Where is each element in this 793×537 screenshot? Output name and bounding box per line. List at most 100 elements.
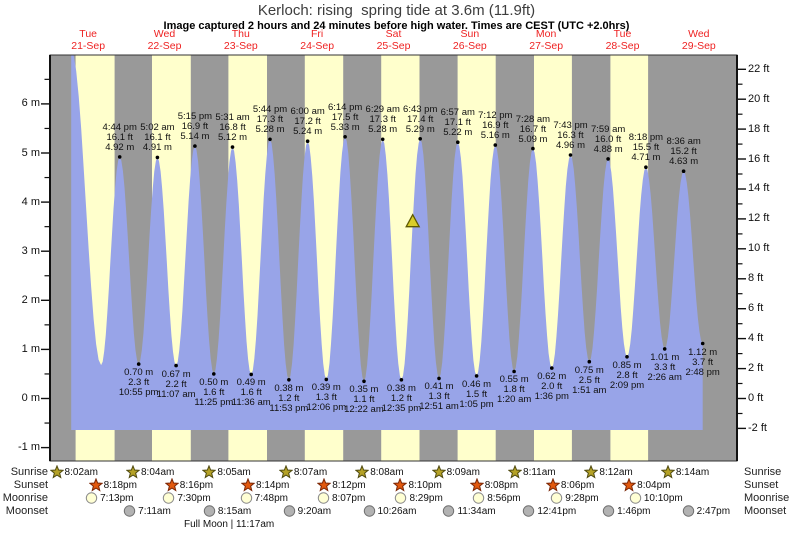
y-axis-label-right: 22 ft [748,62,770,75]
moonset-entry: 10:26am [363,504,416,518]
sunrise-entry: 8:04am [125,465,174,479]
moonset-row-label-right: Moonset [744,505,787,517]
low-tide-label: 0.39 m 1.3 ft 12:06 pm [306,382,347,414]
sunrise-entry: 8:14am [660,465,709,479]
moonrise-entry: 8:29pm [394,491,443,505]
moonrise-circle-icon [395,492,407,504]
day-label: Mon 27-Sep [529,28,564,52]
moonset-circle-icon [523,505,535,517]
low-tide-label: 0.38 m 1.2 ft 12:35 pm [381,382,422,414]
moonset-entry: 2:47pm [682,504,730,518]
moonrise-entry: 10:10pm [629,491,683,505]
low-tide-label: 0.38 m 1.2 ft 11:53 pm [269,382,309,414]
sunset-entry: 8:18pm [88,478,137,492]
moonset-circle-icon [602,505,615,517]
moonrise-entry: 7:30pm [162,491,211,505]
y-axis-label-left: 5 m [21,146,40,159]
low-tide-label: 0.62 m 2.0 ft 1:36 pm [534,371,569,403]
moonset-entry: 11:34am [442,504,496,518]
sunset-row-label-right: Sunset [744,479,779,491]
sunset-entry: 8:08pm [469,478,518,492]
sunrise-star-icon [202,465,217,479]
moonset-row-label-left: Moonset [5,505,48,517]
high-tide-label: 7:43 pm 16.3 ft 4.96 m [553,119,588,151]
capture-note: Image captured 2 hours and 24 minutes be… [163,20,630,32]
sunrise-entry: 8:08am [355,465,404,479]
sunset-star-icon [241,478,256,492]
low-tide-label: 0.55 m 1.8 ft 1:20 am [496,374,532,406]
sunset-star-icon [88,478,103,492]
sunset-entry: 8:04pm [622,478,671,492]
y-axis-label-right: 18 ft [748,122,770,135]
low-tide-label: 0.85 m 2.8 ft 2:09 pm [609,359,645,391]
y-axis-label-right: -2 ft [748,421,767,434]
day-label: Wed 29-Sep [681,28,716,52]
y-axis-label-left: 2 m [21,293,40,306]
y-axis-label-right: 4 ft [748,332,764,345]
y-axis-label-right: 14 ft [748,182,770,195]
low-tide-label: 0.50 m 1.6 ft 11:25 pm [194,376,234,408]
moonset-entry: 9:20am [283,504,331,518]
moonrise-entry: 7:48pm [240,491,288,505]
high-tide-label: 6:00 am 17.2 ft 5.24 m [290,106,325,138]
moonrise-entry: 7:13pm [85,491,133,505]
sunset-entry: 8:10pm [393,478,442,492]
high-tide-label: 5:15 pm 16.9 ft 5.14 m [177,111,213,143]
moonrise-circle-icon [629,492,642,504]
low-tide-label: 0.67 m 2.2 ft 11:07 am [156,368,196,400]
moonrise-circle-icon [473,492,485,504]
moonrise-entry: 9:28pm [550,491,599,505]
moonrise-row-label-right: Moonrise [744,492,790,504]
high-tide-label: 6:29 am 17.3 ft 5.28 m [365,104,400,136]
low-tide-label: 0.75 m 2.5 ft 1:51 am [572,364,607,396]
high-tide-label: 6:57 am 17.1 ft 5.22 m [440,107,475,139]
sunrise-star-icon [278,465,293,479]
sunrise-row-label-right: Sunrise [744,466,782,478]
moonset-entry: 1:46pm [602,504,650,518]
sunset-entry: 8:12pm [317,478,366,492]
high-tide-label: 5:31 am 16.8 ft 5.12 m [215,112,250,144]
sunrise-entry: 8:07am [278,465,327,479]
y-axis-label-right: 20 ft [748,92,770,105]
moonrise-entry: 8:56pm [472,491,521,505]
sunset-entry: 8:06pm [545,478,594,492]
sunrise-entry: 8:05am [202,465,251,479]
sunrise-star-icon [508,465,523,479]
moonset-circle-icon [123,505,136,517]
sunrise-row-label-left: Sunrise [10,466,48,478]
full-moon-note: Full Moon | 11:17am [184,519,275,530]
sunrise-entry: 8:12am [584,465,633,479]
low-tide-label: 0.49 m 1.6 ft 11:36 am [231,377,271,409]
moonset-circle-icon [283,505,295,517]
y-axis-label-right: 2 ft [748,362,764,375]
sunset-star-icon [393,478,408,492]
high-tide-label: 5:44 pm 17.3 ft 5.28 m [252,104,288,136]
high-tide-label: 8:18 pm 15.5 ft 4.71 m [628,132,664,164]
moonrise-circle-icon [551,492,563,504]
moonrise-circle-icon [317,492,330,504]
moonset-circle-icon [682,505,694,517]
sunrise-star-icon [49,465,64,479]
low-tide-label: 0.70 m 2.3 ft 10:55 pm [118,367,159,399]
moonset-circle-icon [443,505,455,517]
sunrise-star-icon [355,465,370,479]
y-axis-label-right: 0 ft [748,392,764,404]
sunrise-star-icon [660,465,675,479]
day-label: Wed 22-Sep [147,28,182,52]
high-tide-label: 6:14 pm 17.5 ft 5.33 m [327,101,363,133]
current-level-marker-icon [405,213,421,228]
high-tide-label: 4:44 pm 16.1 ft 4.92 m [102,121,137,153]
moonrise-row-label-left: Moonrise [2,492,48,504]
sunset-star-icon [317,478,332,492]
low-tide-label: 0.35 m 1.1 ft 12:22 am [344,384,384,416]
day-label: Sun 26-Sep [452,28,487,52]
y-axis-label-right: 10 ft [748,242,770,255]
moonset-circle-icon [363,505,375,517]
low-tide-label: 0.46 m 1.5 ft 1:05 pm [459,378,494,410]
low-tide-label: 0.41 m 1.3 ft 12:51 am [419,381,459,413]
sunrise-star-icon [431,465,446,479]
y-axis-label-left: 3 m [21,244,40,257]
moonset-circle-icon [203,505,216,517]
sunset-entry: 8:16pm [164,478,213,492]
